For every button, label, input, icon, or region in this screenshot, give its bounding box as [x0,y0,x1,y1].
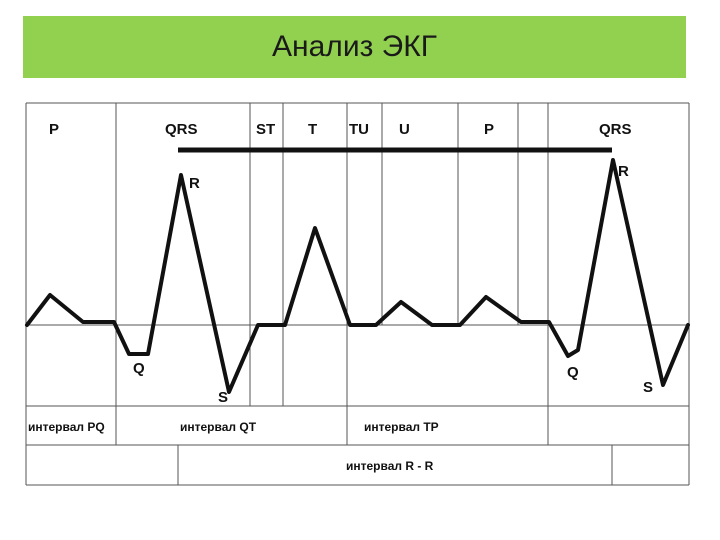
segment-label-u: U [399,121,410,138]
interval-label-tp: интервал TP [364,420,439,434]
segment-label-p: P [49,121,59,138]
wave-label-q: Q [133,360,145,377]
segment-label-qrs-2: QRS [599,121,632,138]
segment-label-qrs: QRS [165,121,198,138]
segment-label-tu: TU [349,121,369,138]
wave-label-s-2: S [643,379,653,396]
ecg-trace [25,158,690,394]
ecg-grid [25,102,690,486]
interval-label-pq: интервал PQ [28,420,105,434]
title-banner: Анализ ЭКГ [23,16,686,78]
wave-label-r-2: R [618,163,629,180]
segment-label-st: ST [256,121,275,138]
wave-label-r: R [189,175,200,192]
page-title: Анализ ЭКГ [272,30,437,63]
wave-label-q-2: Q [567,364,579,381]
segment-label-t: T [308,121,317,138]
segment-label-p-2: P [484,121,494,138]
interval-label-qt: интервал QT [180,420,257,434]
wave-label-s: S [218,389,228,406]
interval-label-rr: интервал R - R [346,459,434,473]
